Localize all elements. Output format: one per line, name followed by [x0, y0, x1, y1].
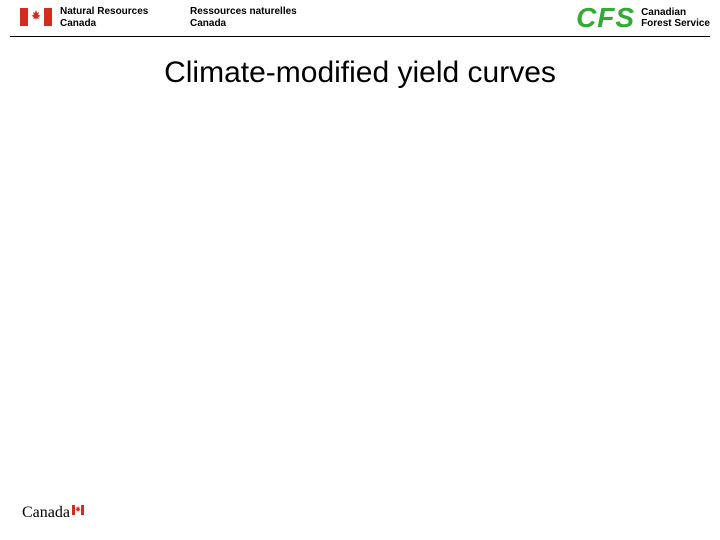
header: Natural Resources Canada Ressources natu…	[20, 6, 710, 40]
cfs-block: CFS Canadian Forest Service	[576, 2, 710, 34]
slide: Natural Resources Canada Ressources natu…	[0, 0, 720, 540]
dept-en-line1: Natural Resources	[60, 6, 148, 17]
cfs-full-line1: Canadian	[641, 7, 686, 18]
wordmark-text: Canada	[22, 504, 70, 522]
canada-flag-icon	[20, 8, 52, 26]
department-name-en: Natural Resources Canada	[60, 6, 148, 30]
department-name-fr: Ressources naturelles Canada	[190, 6, 297, 30]
slide-title: Climate-modified yield curves	[0, 56, 720, 90]
dept-en-line2: Canada	[60, 18, 96, 29]
wordmark-flag-icon	[72, 502, 84, 520]
cfs-full-line2: Forest Service	[641, 18, 710, 29]
dept-fr-line1: Ressources naturelles	[190, 6, 297, 17]
header-divider	[10, 36, 710, 37]
canada-wordmark: Canada	[22, 504, 84, 522]
cfs-acronym: CFS	[576, 2, 635, 34]
cfs-full-name: Canadian Forest Service	[641, 7, 710, 30]
dept-fr-line2: Canada	[190, 18, 226, 29]
